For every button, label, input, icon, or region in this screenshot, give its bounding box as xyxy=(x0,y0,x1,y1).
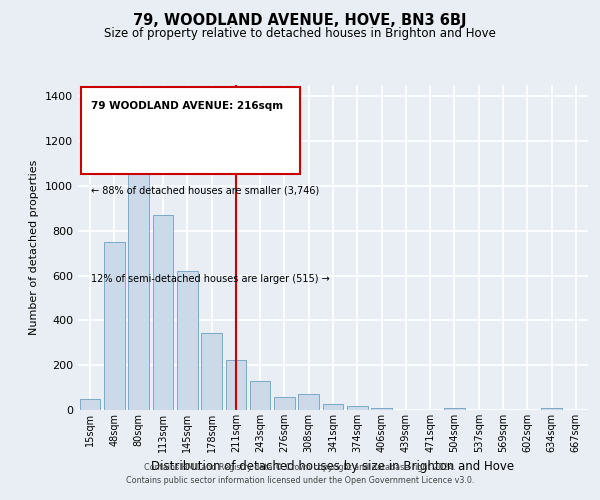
Bar xyxy=(298,394,319,410)
Bar xyxy=(80,399,100,410)
Text: 79 WOODLAND AVENUE: 216sqm: 79 WOODLAND AVENUE: 216sqm xyxy=(91,101,283,111)
Bar xyxy=(323,404,343,410)
Bar xyxy=(152,215,173,410)
Bar xyxy=(226,360,246,410)
Bar xyxy=(444,408,465,410)
X-axis label: Distribution of detached houses by size in Brighton and Hove: Distribution of detached houses by size … xyxy=(151,460,515,473)
Bar xyxy=(128,166,149,410)
Text: ← 88% of detached houses are smaller (3,746): ← 88% of detached houses are smaller (3,… xyxy=(91,186,319,196)
Bar xyxy=(347,406,368,410)
Text: Contains HM Land Registry data © Crown copyright and database right 2024.: Contains HM Land Registry data © Crown c… xyxy=(144,464,456,472)
Text: 12% of semi-detached houses are larger (515) →: 12% of semi-detached houses are larger (… xyxy=(91,274,329,283)
Bar xyxy=(371,408,392,410)
Bar xyxy=(541,408,562,410)
Bar xyxy=(201,332,222,410)
Text: Size of property relative to detached houses in Brighton and Hove: Size of property relative to detached ho… xyxy=(104,28,496,40)
Bar xyxy=(104,242,125,410)
FancyBboxPatch shape xyxy=(80,86,300,174)
Text: Contains public sector information licensed under the Open Government Licence v3: Contains public sector information licen… xyxy=(126,476,474,485)
Text: 79, WOODLAND AVENUE, HOVE, BN3 6BJ: 79, WOODLAND AVENUE, HOVE, BN3 6BJ xyxy=(133,12,467,28)
Bar xyxy=(250,381,271,410)
Bar xyxy=(177,271,197,410)
Y-axis label: Number of detached properties: Number of detached properties xyxy=(29,160,40,335)
Bar xyxy=(274,396,295,410)
